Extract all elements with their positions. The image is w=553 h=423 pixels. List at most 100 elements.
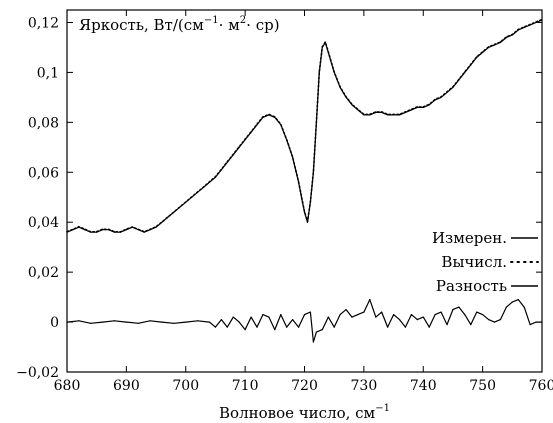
- data-point: [102, 321, 104, 323]
- data-point: [238, 146, 240, 148]
- data-point: [149, 228, 151, 230]
- data-point: [493, 321, 496, 323]
- data-point: [416, 319, 418, 321]
- ylabel-sup-1: −1: [204, 15, 219, 26]
- data-point: [90, 231, 92, 233]
- data-point: [250, 131, 252, 133]
- data-point: [493, 43, 496, 46]
- data-point: [440, 96, 442, 98]
- legend-label: Разность: [436, 277, 507, 295]
- data-point: [393, 113, 395, 115]
- data-point: [327, 316, 329, 318]
- data-point: [268, 113, 270, 115]
- data-point: [274, 329, 276, 331]
- x-tick-label: 690: [113, 378, 140, 394]
- data-point: [393, 314, 395, 316]
- data-point: [131, 226, 133, 228]
- data-point: [306, 221, 309, 223]
- data-point: [333, 326, 335, 328]
- data-point: [375, 316, 377, 318]
- data-point: [102, 228, 104, 230]
- data-point: [250, 316, 252, 318]
- data-point: [256, 326, 258, 328]
- data-point: [78, 226, 80, 228]
- data-point: [137, 322, 139, 324]
- legend-label: Измерен.: [432, 229, 507, 247]
- data-point: [149, 320, 151, 322]
- data-point: [387, 113, 389, 115]
- data-point: [161, 221, 163, 223]
- data-point: [286, 139, 288, 141]
- x-tick-label: 740: [410, 378, 437, 394]
- data-point: [416, 106, 418, 108]
- data-point: [214, 176, 216, 178]
- data-point: [499, 41, 501, 43]
- data-point: [72, 228, 74, 230]
- data-point: [458, 78, 460, 80]
- data-point: [422, 316, 424, 318]
- data-point: [84, 228, 86, 230]
- y-tick-label: 0,02: [28, 265, 59, 281]
- y-axis-label: Яркость, Вт/(см−1· м2· ср): [79, 15, 280, 34]
- data-point: [482, 314, 484, 316]
- ylabel-part-3: · ср): [246, 16, 279, 34]
- data-point: [369, 113, 371, 115]
- data-point: [511, 301, 513, 303]
- data-point: [476, 311, 478, 313]
- y-axis: −0,02 0 0,02 0,04 0,06 0,08 0,1 0,12: [16, 15, 542, 381]
- data-point: [300, 196, 303, 198]
- data-point: [387, 326, 389, 328]
- data-point: [167, 216, 169, 218]
- data-point: [351, 316, 353, 318]
- ylabel-part-2: · м: [219, 16, 241, 34]
- data-point: [161, 321, 163, 323]
- data-point: [357, 314, 359, 316]
- series-line: [66, 18, 543, 233]
- data-point: [318, 71, 320, 73]
- data-point: [173, 211, 175, 213]
- data-point: [191, 196, 193, 198]
- ylabel-part-1: Яркость, Вт/(см: [79, 16, 204, 34]
- x-tick-label: 710: [232, 378, 259, 394]
- data-point: [505, 306, 507, 308]
- data-point: [434, 98, 436, 100]
- data-point: [226, 161, 228, 163]
- data-point: [321, 329, 323, 331]
- data-point: [303, 314, 306, 316]
- data-point: [452, 86, 454, 88]
- data-point: [292, 156, 294, 158]
- data-point: [446, 91, 448, 93]
- data-point: [220, 168, 222, 170]
- data-point: [523, 26, 525, 28]
- data-point: [96, 231, 98, 233]
- data-point: [410, 314, 412, 316]
- data-point: [125, 228, 127, 230]
- y-tick-label: 0: [50, 315, 59, 331]
- ylabel-sup-2: 2: [240, 15, 246, 26]
- data-point: [363, 311, 365, 313]
- data-point: [345, 96, 347, 98]
- data-point: [155, 226, 157, 228]
- data-point: [274, 116, 276, 118]
- data-point: [256, 123, 258, 125]
- data-point: [327, 51, 329, 53]
- data-point: [113, 231, 116, 233]
- data-point: [410, 108, 412, 110]
- data-point: [357, 108, 359, 110]
- data-point: [381, 311, 383, 313]
- y-tick-label: 0,1: [37, 65, 59, 81]
- data-point: [381, 111, 383, 113]
- data-point: [262, 116, 264, 118]
- x-tick-label: 750: [469, 378, 496, 394]
- data-point: [214, 326, 216, 328]
- data-point: [143, 231, 145, 233]
- data-point: [517, 299, 519, 301]
- data-point: [517, 28, 519, 31]
- data-point: [476, 56, 478, 58]
- data-point: [499, 319, 501, 321]
- data-point: [398, 319, 401, 321]
- data-point: [428, 326, 430, 328]
- data-point: [298, 326, 300, 328]
- x-tick-label: 680: [54, 378, 81, 394]
